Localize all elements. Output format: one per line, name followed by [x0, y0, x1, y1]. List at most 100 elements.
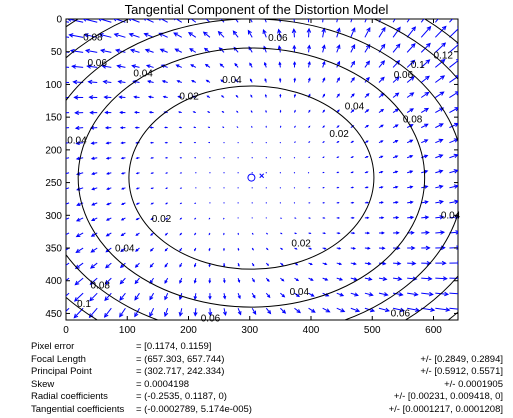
distortion-arrow: [265, 277, 270, 282]
distortion-arrow: [90, 247, 98, 253]
distortion-arrow: [179, 141, 182, 144]
distortion-arrow: [308, 125, 311, 128]
distortion-arrow: [280, 292, 286, 298]
distortion-arrow: [149, 141, 154, 144]
distortion-arrow: [350, 93, 355, 98]
distortion-arrow: [350, 307, 361, 313]
distortion-arrow: [195, 187, 197, 189]
distortion-arrow: [208, 232, 211, 236]
distortion-arrow: [378, 124, 384, 129]
distortion-arrow: [75, 247, 84, 254]
x-tick-label: 400: [303, 325, 320, 336]
distortion-arrow: [393, 231, 400, 235]
x-tick-label: 200: [180, 325, 197, 336]
distortion-arrow: [350, 19, 353, 23]
distortion-arrow: [336, 247, 342, 250]
info-uncertainty: +/- [0.5912, 0.5571]: [420, 366, 503, 378]
distortion-arrow: [232, 30, 239, 38]
distortion-arrow: [279, 202, 281, 204]
distortion-arrow: [265, 142, 267, 144]
info-row: Tangential coefficients = (-0.0002789, 5.…: [0, 404, 513, 417]
distortion-arrow: [378, 307, 391, 313]
distortion-arrow: [435, 184, 444, 189]
distortion-arrow: [150, 156, 154, 159]
distortion-arrow: [321, 44, 326, 53]
distortion-arrow: [194, 232, 197, 236]
distortion-arrow: [364, 60, 371, 68]
distortion-arrow: [134, 277, 140, 285]
distortion-arrow: [251, 262, 255, 267]
distortion-arrow: [179, 262, 183, 268]
distortion-arrow: [392, 19, 396, 23]
distortion-arrow: [322, 60, 326, 68]
distortion-arrow: [235, 78, 239, 83]
distortion-arrow: [279, 93, 282, 98]
contour-label: 0.04: [115, 243, 135, 254]
contour-label: 0.04: [290, 287, 310, 298]
distortion-arrow: [378, 19, 382, 23]
distortion-arrow: [392, 124, 399, 129]
contour-label: 0.04: [345, 101, 365, 112]
distortion-arrow: [131, 64, 140, 69]
distortion-arrow: [364, 246, 371, 250]
distortion-arrow: [149, 292, 155, 301]
distortion-arrow: [106, 187, 112, 191]
distortion-arrow: [392, 307, 406, 313]
distortion-arrow: [350, 186, 355, 189]
distortion-arrow: [434, 25, 447, 38]
distortion-arrow: [164, 247, 169, 252]
distortion-arrow: [165, 172, 168, 174]
distortion-arrow: [204, 63, 211, 68]
distortion-arrow: [120, 141, 126, 145]
distortion-arrow: [292, 44, 297, 53]
distortion-arrow: [194, 202, 197, 205]
distortion-arrow: [378, 170, 384, 174]
distortion-arrow: [279, 187, 281, 189]
distortion-arrow: [160, 64, 168, 68]
distortion-arrow: [102, 79, 112, 85]
distortion-arrow: [435, 75, 446, 83]
info-value: = [0.1174, 0.1159]: [136, 341, 212, 352]
distortion-arrow: [208, 217, 211, 220]
distortion-arrow: [149, 247, 154, 252]
distortion-arrow: [308, 109, 311, 113]
distortion-arrow: [435, 107, 445, 114]
distortion-arrow: [265, 307, 272, 315]
distortion-arrow: [308, 262, 313, 266]
distortion-arrow: [392, 76, 400, 83]
distortion-arrow: [364, 93, 370, 98]
distortion-arrow: [449, 59, 458, 68]
distortion-arrow: [336, 140, 340, 144]
distortion-arrow: [147, 79, 154, 84]
distortion-arrow: [420, 25, 432, 38]
distortion-arrow: [421, 230, 430, 235]
distortion-arrow: [364, 186, 369, 189]
distortion-arrow: [66, 232, 70, 236]
distortion-arrow: [113, 32, 126, 38]
distortion-arrow: [66, 217, 70, 220]
distortion-arrow: [392, 92, 400, 98]
info-uncertainty: +/- [0.2849, 0.2894]: [420, 353, 503, 365]
distortion-arrow: [406, 76, 415, 83]
distortion-arrow: [392, 170, 399, 174]
distortion-arrow: [133, 95, 140, 99]
distortion-arrow: [308, 141, 311, 144]
info-row: Focal Length = (657.303, 657.744) +/- [0.2…: [0, 354, 513, 367]
distortion-arrow: [336, 292, 345, 297]
distortion-arrow: [221, 110, 225, 113]
distortion-arrow: [208, 293, 212, 300]
y-tick-label: 100: [45, 80, 62, 91]
contour-label: 0.1: [411, 60, 425, 71]
distortion-arrow: [164, 157, 168, 159]
distortion-arrow: [129, 48, 140, 53]
distortion-arrow: [66, 97, 70, 99]
info-label: Radial coefficients: [31, 391, 108, 403]
info-value: = (657.303, 657.744): [136, 353, 225, 365]
distortion-arrow: [322, 247, 327, 250]
distortion-arrow: [263, 61, 267, 68]
distortion-arrow: [378, 76, 385, 83]
distortion-arrow: [208, 247, 211, 252]
distortion-arrow: [222, 308, 227, 317]
distortion-arrow: [251, 142, 253, 144]
distortion-arrow: [90, 156, 98, 160]
